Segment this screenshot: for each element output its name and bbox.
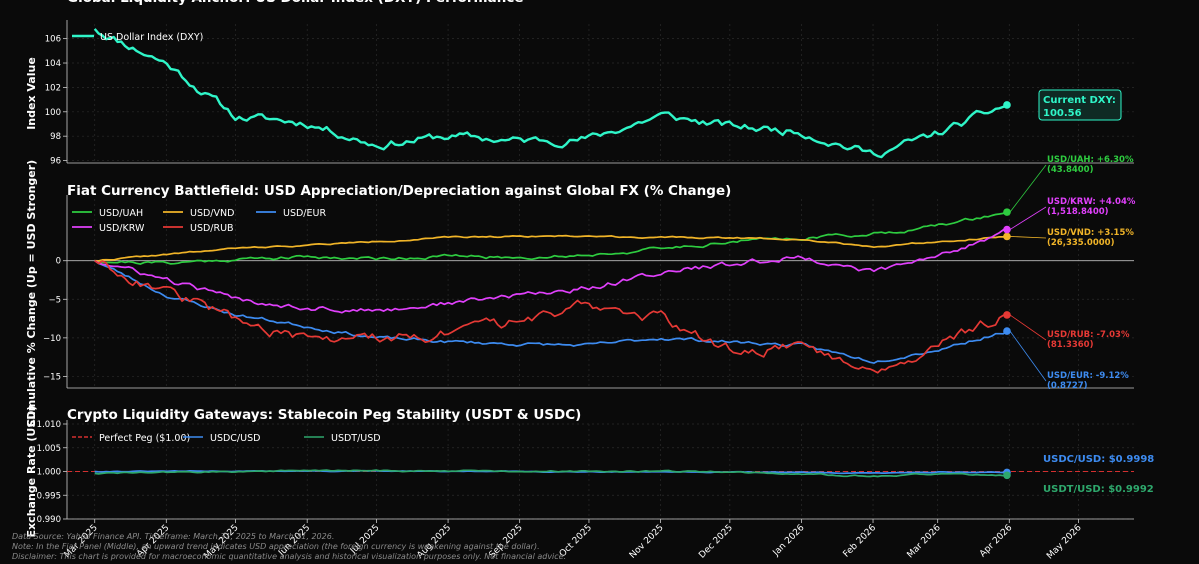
stablecoin-end-label: USDC/USD: $0.9998 [1043,454,1154,465]
series-end-marker [1003,232,1011,241]
end-label-connector [1009,236,1047,239]
y-tick-label: 0 [56,257,61,267]
x-tick-label: Dec 2025 [697,523,735,561]
end-label-connector [1009,164,1047,213]
series-end-marker [1003,225,1011,234]
x-tick-label: Feb 2026 [842,523,879,560]
end-label-connector [1009,206,1047,230]
legend-entry: USD/KRW [99,223,145,234]
chart-title: Global Liquidity Anchor: US Dollar Index… [67,0,524,6]
end-label: USD/UAH: +6.30% [1047,155,1134,165]
legend-entry: USDC/USD [210,433,260,444]
footer-source: Data Source: Yahoo Finance API. Timefram… [12,532,335,541]
end-label-value: (0.8727) [1047,381,1088,391]
series-line-usd-uah [94,211,1008,265]
series-end-marker [1003,208,1011,216]
y-tick-label: 0.995 [37,491,61,501]
x-tick-label: Mar 2026 [906,523,943,560]
y-axis-label: Exchange Rate (USD) [25,406,38,538]
series-end-marker [1003,311,1011,319]
y-axis-label: Cumulative % Change (Up = USD Stronger) [25,160,38,427]
series-line-usd-rub [94,260,1008,374]
y-tick-label: 104 [45,59,61,69]
y-tick-label: 102 [45,83,61,93]
y-tick-label: 1.010 [37,420,61,430]
legend-entry: USD/VND [190,208,234,219]
series-end-marker [1003,101,1011,109]
y-axis-label: Index Value [25,57,38,130]
series-line-usd-krw [94,228,1008,314]
y-tick-label: 1.000 [37,468,61,478]
y-tick-label: 98 [50,132,61,142]
legend-entry: USDT/USD [331,433,381,444]
end-label-value: (43.8400) [1047,165,1094,175]
end-label: USD/RUB: -7.03% [1047,330,1130,340]
y-tick-label: −5 [48,295,61,305]
chart-title: Crypto Liquidity Gateways: Stablecoin Pe… [67,407,581,423]
x-tick-label: Nov 2025 [628,523,666,561]
x-tick-label: Jan 2026 [771,523,807,559]
series-line-usdt-usd [94,469,1008,478]
series-end-marker [1003,471,1011,480]
series-line-usd-eur [94,260,1008,364]
legend-entry: USD/RUB [190,223,234,234]
y-tick-label: 1.005 [37,444,61,454]
series-line-usd-vnd [94,234,1008,262]
y-tick-label: 106 [45,35,61,45]
end-label: USD/EUR: -9.12% [1047,371,1129,381]
end-label-connector [1009,330,1047,382]
current-dxy-label: Current DXY: [1043,95,1116,106]
end-label: USD/KRW: +4.04% [1047,197,1136,207]
legend-entry: US Dollar Index (DXY) [100,32,203,43]
footer-disclaimer: Disclaimer: This chart is provided for m… [12,552,567,561]
y-tick-label: −15 [43,372,61,382]
end-label-connector [1009,314,1047,341]
stablecoin-end-label: USDT/USD: $0.9992 [1043,484,1154,495]
footer-note: Note: In the Fiat Panel (Middle), an upw… [12,542,540,551]
legend-entry: Perfect Peg ($1.00) [99,433,190,444]
chart-title: Fiat Currency Battlefield: USD Appreciat… [67,183,731,199]
current-dxy-box [1038,89,1122,121]
current-dxy-value: 100.56 [1043,108,1082,119]
end-label: USD/VND: +3.15% [1047,228,1134,238]
end-label-value: (81.3360) [1047,340,1094,350]
series-line-us-dollar-index-dxy- [93,28,1008,159]
panel-2: Fiat Currency Battlefield: USD Appreciat… [25,155,1136,427]
y-tick-label: 100 [45,108,61,118]
y-tick-label: 0.990 [37,515,61,525]
legend-entry: USD/EUR [283,208,326,219]
legend-entry: USD/UAH [99,208,143,219]
end-label-value: (1,518.8400) [1047,207,1109,217]
panel-3: Crypto Liquidity Gateways: Stablecoin Pe… [25,406,1154,538]
x-tick-label: May 2026 [1045,523,1084,562]
y-tick-label: 96 [50,157,61,167]
series-end-marker [1003,327,1011,335]
y-tick-label: −10 [43,334,61,344]
panel-1: Global Liquidity Anchor: US Dollar Index… [25,0,1134,167]
x-tick-label: Apr 2026 [978,523,1014,559]
end-label-value: (26,335.0000) [1047,238,1115,248]
